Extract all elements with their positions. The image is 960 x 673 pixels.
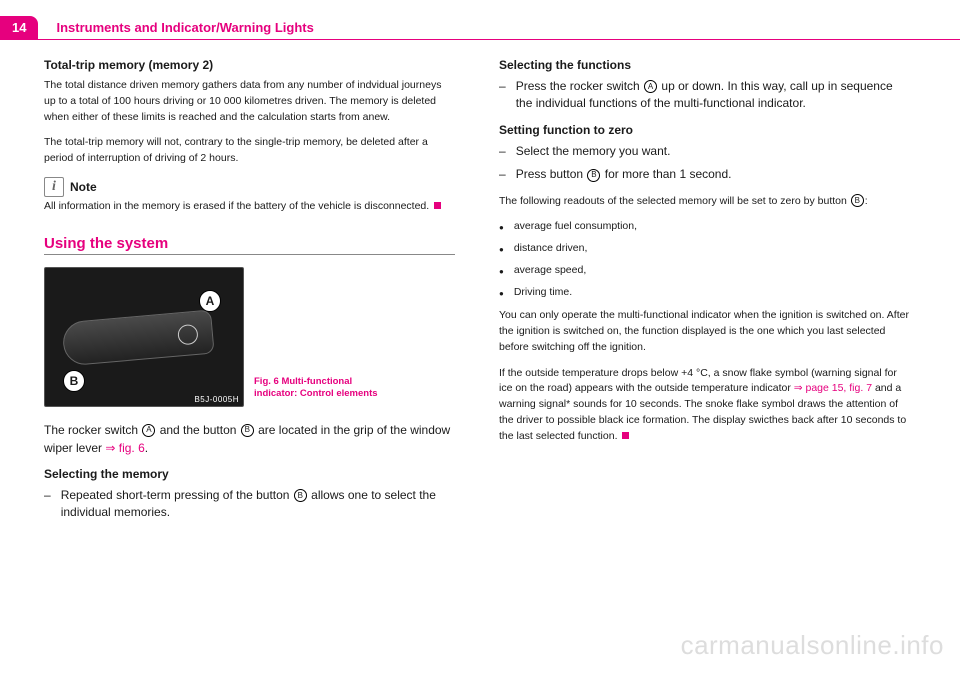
text: average fuel consumption, xyxy=(514,219,637,235)
label-b-icon: B xyxy=(587,169,600,182)
figure-row: A B B5J-0005H Fig. 6 Multi-functional in… xyxy=(44,267,455,407)
fig-ref-link[interactable]: ⇒ fig. 6 xyxy=(105,441,144,455)
note-header: i Note xyxy=(44,177,455,197)
list-item: – Press button B for more than 1 second. xyxy=(499,166,910,183)
paragraph: The following readouts of the selected m… xyxy=(499,194,910,210)
text: . xyxy=(145,441,148,455)
info-icon: i xyxy=(44,177,64,197)
subhead-setting-zero: Setting function to zero xyxy=(499,123,910,137)
step-list: – Repeated short-term pressing of the bu… xyxy=(44,487,455,522)
marker-b: B xyxy=(63,370,85,392)
text: Press button xyxy=(516,167,587,181)
page-header: 14 Instruments and Indicator/Warning Lig… xyxy=(0,16,960,40)
text: for more than 1 second. xyxy=(601,167,731,181)
list-item: – Repeated short-term pressing of the bu… xyxy=(44,487,455,522)
list-item: ● average speed, xyxy=(499,263,910,279)
text: The following readouts of the selected m… xyxy=(499,195,850,207)
content-columns: Total-trip memory (memory 2) The total d… xyxy=(44,58,910,531)
bullet-icon: ● xyxy=(499,222,504,235)
dash-icon: – xyxy=(499,78,506,113)
page: 14 Instruments and Indicator/Warning Lig… xyxy=(0,0,960,673)
marker-a: A xyxy=(199,290,221,312)
watermark: carmanualsonline.info xyxy=(681,630,944,661)
label-b-icon: B xyxy=(851,194,864,207)
paragraph: The rocker switch A and the button B are… xyxy=(44,421,455,457)
label-a-icon: A xyxy=(644,80,657,93)
figure-caption: Fig. 6 Multi-functional indicator: Contr… xyxy=(254,376,384,407)
subhead-total-trip: Total-trip memory (memory 2) xyxy=(44,58,455,72)
label-a-icon: A xyxy=(142,424,155,437)
page-ref-link[interactable]: ⇒ page 15, fig. 7 xyxy=(794,382,872,394)
label-b-icon: B xyxy=(241,424,254,437)
end-block-icon xyxy=(434,202,441,209)
text: Press the rocker switch xyxy=(516,79,643,93)
bullet-icon: ● xyxy=(499,244,504,257)
end-block-icon xyxy=(622,432,629,439)
figure-image: A B B5J-0005H xyxy=(44,267,244,407)
paragraph: The total distance driven memory gathers… xyxy=(44,78,455,125)
paragraph: The total-trip memory will not, contrary… xyxy=(44,135,455,167)
list-text: Press button B for more than 1 second. xyxy=(516,166,732,183)
page-number: 14 xyxy=(0,16,38,39)
list-item: – Press the rocker switch A up or down. … xyxy=(499,78,910,113)
right-column: Selecting the functions – Press the rock… xyxy=(499,58,910,531)
text: average speed, xyxy=(514,263,586,279)
section-divider xyxy=(44,254,455,255)
list-text: Press the rocker switch A up or down. In… xyxy=(516,78,910,113)
text: Repeated short-term pressing of the butt… xyxy=(61,488,293,502)
note-body: All information in the memory is erased … xyxy=(44,200,429,212)
list-text: Select the memory you want. xyxy=(516,143,671,160)
paragraph: You can only operate the multi-functiona… xyxy=(499,308,910,355)
bullet-list: ● average fuel consumption, ● distance dri… xyxy=(499,219,910,300)
text: The rocker switch xyxy=(44,423,141,437)
bullet-icon: ● xyxy=(499,266,504,279)
text: : xyxy=(865,195,868,207)
wiper-lever-illustration xyxy=(61,309,214,366)
paragraph: If the outside temperature drops below +… xyxy=(499,366,910,445)
text: and the button xyxy=(156,423,239,437)
label-b-icon: B xyxy=(294,489,307,502)
list-item: ● distance driven, xyxy=(499,241,910,257)
list-item: ● average fuel consumption, xyxy=(499,219,910,235)
list-item: ● Driving time. xyxy=(499,285,910,301)
dash-icon: – xyxy=(499,166,506,183)
figure-code: B5J-0005H xyxy=(194,395,239,404)
list-text: Repeated short-term pressing of the butt… xyxy=(61,487,455,522)
subhead-selecting-functions: Selecting the functions xyxy=(499,58,910,72)
bullet-icon: ● xyxy=(499,288,504,301)
note-label: Note xyxy=(70,180,97,194)
step-list: – Select the memory you want. – Press bu… xyxy=(499,143,910,184)
dash-icon: – xyxy=(44,487,51,522)
step-list: – Press the rocker switch A up or down. … xyxy=(499,78,910,113)
text: Driving time. xyxy=(514,285,572,301)
left-column: Total-trip memory (memory 2) The total d… xyxy=(44,58,455,531)
subhead-selecting-memory: Selecting the memory xyxy=(44,467,455,481)
dash-icon: – xyxy=(499,143,506,160)
list-item: – Select the memory you want. xyxy=(499,143,910,160)
note-text: All information in the memory is erased … xyxy=(44,199,455,215)
text: distance driven, xyxy=(514,241,588,257)
chapter-title: Instruments and Indicator/Warning Lights xyxy=(56,20,313,35)
section-title: Using the system xyxy=(44,235,455,252)
